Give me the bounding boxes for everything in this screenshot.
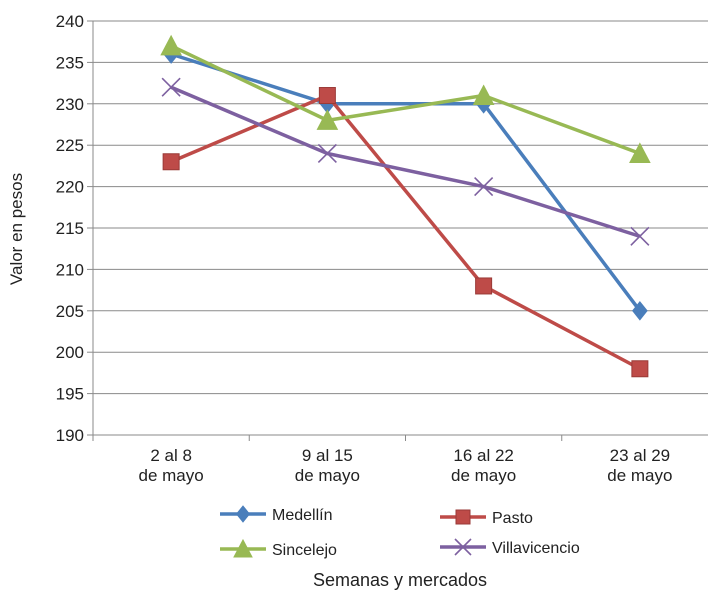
data-point	[629, 142, 651, 163]
x-tick-label: 16 al 22 de mayo	[451, 446, 516, 485]
legend-label: Pasto	[492, 510, 533, 527]
data-point	[475, 277, 493, 295]
data-point	[474, 177, 494, 197]
y-tick-labels: 190 195 200 205 210 215 220 225 230 235 240	[56, 12, 84, 445]
y-tick-label: 220	[56, 178, 84, 197]
y-tick-label: 235	[56, 53, 84, 72]
y-axis-label: Valor en pesos	[7, 173, 26, 285]
data-point	[161, 77, 181, 97]
x-axis-label: Semanas y mercados	[313, 570, 487, 590]
x-tick-label: 2 al 8 de mayo	[139, 446, 204, 485]
y-tick-label: 210	[56, 260, 84, 279]
y-tick-label: 240	[56, 12, 84, 31]
y-tick-label: 195	[56, 385, 84, 404]
y-tick-label: 230	[56, 95, 84, 114]
data-point	[317, 143, 337, 164]
legend-label: Medellín	[272, 507, 332, 524]
y-tick-label: 215	[56, 219, 84, 238]
data-point	[631, 360, 649, 378]
data-point	[630, 226, 650, 246]
data-point	[472, 84, 495, 106]
y-tick-label: 200	[56, 343, 84, 362]
series-line	[170, 52, 642, 312]
y-tick-label: 225	[56, 136, 84, 155]
legend-item: Pasto	[440, 509, 533, 527]
y-tick-label: 205	[56, 302, 84, 321]
legend: Medellín Pasto Sincelejo Villavicencio	[220, 505, 580, 559]
series-line	[170, 93, 641, 371]
series-line	[170, 44, 641, 156]
series-lines	[160, 34, 651, 378]
legend-item: Villavicencio	[440, 538, 580, 557]
series-villavicencio	[161, 77, 650, 246]
series-medell-n	[163, 44, 648, 321]
y-tick-label: 190	[56, 426, 84, 445]
data-point	[318, 87, 336, 105]
legend-label: Villavicencio	[492, 540, 580, 557]
legend-label: Sincelejo	[272, 542, 337, 559]
series-sincelejo	[160, 34, 651, 163]
legend-item: Sincelejo	[220, 538, 337, 559]
data-point	[160, 34, 182, 56]
series-pasto	[162, 87, 649, 378]
data-point	[632, 300, 648, 321]
x-tick-label: 9 al 15 de mayo	[295, 446, 360, 485]
x-tick-label: 23 al 29 de mayo	[607, 446, 672, 485]
x-tick-labels: 2 al 8 de mayo 9 al 15 de mayo 16 al 22 de ma…	[139, 446, 673, 485]
data-point	[162, 153, 180, 171]
series-line	[170, 85, 641, 238]
legend-item: Medellín	[220, 505, 332, 524]
data-point	[316, 109, 339, 130]
axes	[87, 20, 708, 441]
